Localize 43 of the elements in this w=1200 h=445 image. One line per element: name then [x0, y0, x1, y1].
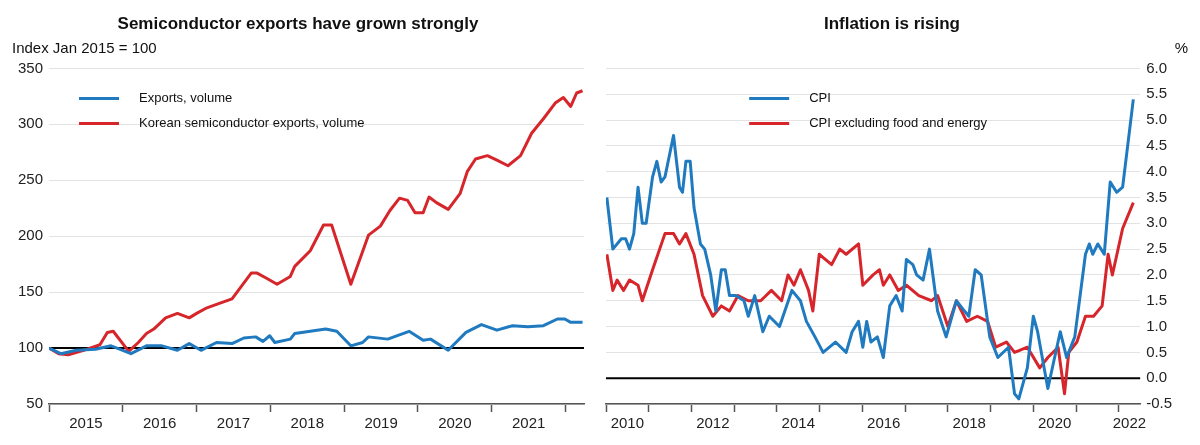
y-tick-label: 200: [18, 226, 44, 244]
x-tick-label: 2012: [696, 414, 730, 432]
y-tick-label: 350: [18, 58, 44, 76]
y2-tick-label: 6.0: [1146, 58, 1168, 76]
y2-tick-label: 3.0: [1146, 213, 1168, 231]
y2-tick-label: 5.0: [1146, 110, 1168, 128]
x-tick-label: 2015: [69, 414, 103, 432]
y2-tick-label: 2.0: [1146, 265, 1168, 283]
y-tick-label: 50: [26, 394, 44, 412]
chart-title: Inflation is rising: [823, 13, 961, 33]
x-tick-label: 2018: [952, 414, 986, 432]
y2-tick-label: 0.0: [1146, 368, 1168, 386]
y-tick-label: 250: [18, 170, 44, 188]
y-tick-label: 100: [18, 338, 44, 356]
x-tick-label: 2021: [511, 414, 546, 432]
x-tick-label: 2014: [781, 414, 815, 432]
y2-tick-label: 4.0: [1146, 161, 1168, 179]
y2-tick-label: 1.0: [1146, 316, 1168, 334]
legend-label: Korean semiconductor exports, volume: [139, 114, 365, 130]
x-tick-label: 2010: [610, 414, 645, 432]
x-tick-label: 2020: [1038, 414, 1072, 432]
x-tick-label: 2016: [867, 414, 901, 432]
y2-tick-label: 0.5: [1146, 342, 1168, 360]
y-axis-title: Index Jan 2015 = 100: [12, 39, 157, 57]
x-tick-label: 2022: [1112, 414, 1147, 432]
y2-tick-label: -0.5: [1146, 394, 1173, 412]
y2-tick-label: 5.5: [1146, 84, 1168, 102]
x-tick-label: 2016: [143, 414, 177, 432]
y2-tick-label: 3.5: [1146, 187, 1168, 205]
x-tick-label: 2017: [216, 414, 251, 432]
legend-label: Exports, volume: [139, 89, 233, 105]
x-tick-label: 2018: [290, 414, 324, 432]
y-tick-label: 150: [18, 282, 44, 300]
y2-axis-title: %: [1174, 39, 1188, 57]
y2-tick-label: 2.5: [1146, 239, 1168, 257]
legend-label: CPI excluding food and energy: [809, 114, 988, 130]
y2-tick-label: 1.5: [1146, 290, 1168, 308]
y-tick-label: 300: [18, 114, 44, 132]
x-tick-label: 2020: [438, 414, 472, 432]
legend-label: CPI: [809, 89, 831, 105]
x-tick-label: 2019: [364, 414, 398, 432]
chart-title: Semiconductor exports have grown strongly: [117, 13, 479, 33]
y2-tick-label: 4.5: [1146, 135, 1168, 153]
